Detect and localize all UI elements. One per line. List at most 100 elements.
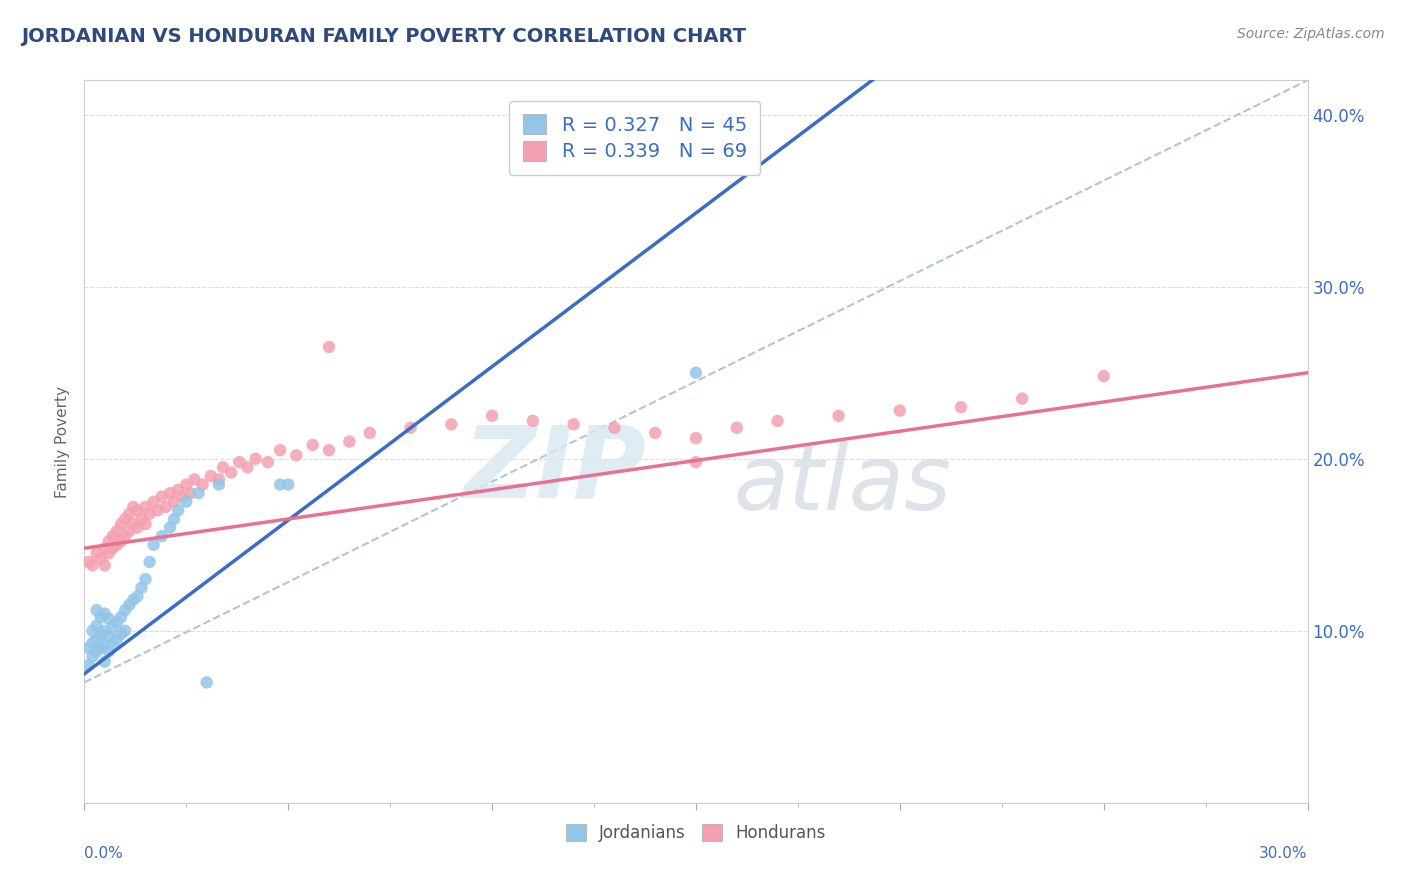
Point: [725, 421, 748, 435]
Point: [142, 538, 165, 552]
Text: 30.0%: 30.0%: [1260, 846, 1308, 861]
Point: [183, 472, 205, 486]
Point: [191, 477, 214, 491]
Point: [1092, 369, 1115, 384]
Point: [82, 558, 104, 573]
Point: [685, 455, 707, 469]
Point: [110, 627, 132, 641]
Point: [399, 421, 422, 435]
Point: [101, 638, 124, 652]
Point: [93, 607, 115, 621]
Point: [163, 512, 186, 526]
Point: [97, 546, 120, 560]
Point: [228, 455, 250, 469]
Point: [150, 490, 173, 504]
Point: [122, 500, 145, 514]
Point: [285, 448, 308, 462]
Text: ZIP: ZIP: [464, 422, 647, 519]
Point: [481, 409, 503, 423]
Point: [90, 551, 112, 566]
Point: [90, 610, 112, 624]
Point: [114, 603, 136, 617]
Point: [269, 443, 291, 458]
Point: [127, 520, 149, 534]
Point: [114, 529, 136, 543]
Point: [167, 483, 190, 497]
Point: [82, 624, 104, 638]
Point: [138, 555, 160, 569]
Point: [685, 366, 707, 380]
Point: [159, 486, 181, 500]
Point: [114, 512, 136, 526]
Point: [828, 409, 851, 423]
Point: [522, 414, 544, 428]
Point: [339, 434, 361, 449]
Text: JORDANIAN VS HONDURAN FAMILY POVERTY CORRELATION CHART: JORDANIAN VS HONDURAN FAMILY POVERTY COR…: [21, 27, 747, 45]
Point: [97, 534, 120, 549]
Point: [562, 417, 585, 432]
Point: [131, 581, 153, 595]
Point: [950, 400, 973, 414]
Point: [127, 503, 149, 517]
Point: [110, 534, 132, 549]
Point: [105, 632, 128, 647]
Point: [174, 494, 197, 508]
Point: [200, 469, 222, 483]
Point: [86, 546, 108, 560]
Point: [77, 555, 100, 569]
Point: [114, 624, 136, 638]
Point: [685, 431, 707, 445]
Point: [245, 451, 267, 466]
Text: Source: ZipAtlas.com: Source: ZipAtlas.com: [1237, 27, 1385, 41]
Point: [174, 477, 197, 491]
Point: [208, 472, 231, 486]
Point: [118, 524, 141, 538]
Point: [138, 507, 160, 521]
Point: [90, 627, 112, 641]
Point: [118, 507, 141, 521]
Point: [195, 675, 218, 690]
Point: [142, 494, 165, 508]
Point: [135, 572, 157, 586]
Point: [93, 624, 115, 638]
Point: [93, 655, 115, 669]
Point: [110, 517, 132, 532]
Point: [86, 618, 108, 632]
Text: atlas: atlas: [734, 441, 952, 529]
Point: [122, 517, 145, 532]
Point: [277, 477, 299, 491]
Point: [135, 517, 157, 532]
Point: [172, 490, 194, 504]
Point: [236, 460, 259, 475]
Point: [150, 529, 173, 543]
Point: [889, 403, 911, 417]
Point: [82, 649, 104, 664]
Point: [212, 460, 235, 475]
Point: [86, 644, 108, 658]
Point: [318, 340, 340, 354]
Point: [105, 538, 128, 552]
Point: [131, 512, 153, 526]
Legend: Jordanians, Hondurans: Jordanians, Hondurans: [560, 817, 832, 848]
Point: [269, 477, 291, 491]
Point: [219, 466, 242, 480]
Point: [93, 638, 115, 652]
Point: [110, 610, 132, 624]
Point: [118, 598, 141, 612]
Point: [101, 620, 124, 634]
Point: [86, 603, 108, 617]
Point: [1011, 392, 1033, 406]
Point: [97, 629, 120, 643]
Point: [146, 503, 169, 517]
Point: [359, 425, 381, 440]
Point: [155, 500, 177, 514]
Point: [101, 541, 124, 556]
Point: [163, 494, 186, 508]
Point: [187, 486, 209, 500]
Point: [122, 592, 145, 607]
Point: [77, 658, 100, 673]
Point: [644, 425, 666, 440]
Point: [766, 414, 789, 428]
Point: [97, 612, 120, 626]
Point: [301, 438, 323, 452]
